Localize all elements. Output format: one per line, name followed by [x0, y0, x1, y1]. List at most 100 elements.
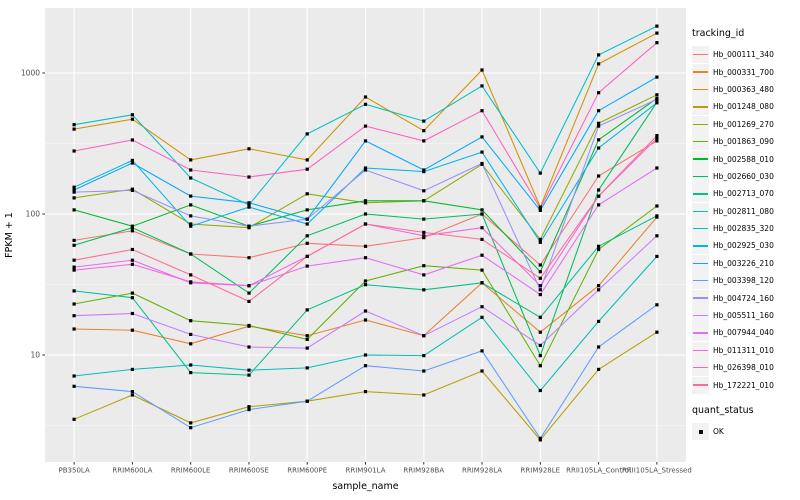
data-point — [538, 284, 542, 288]
data-point — [189, 214, 193, 218]
legend-key-line-icon — [692, 98, 709, 116]
data-point — [363, 222, 368, 226]
legend-line-swatch — [693, 245, 708, 247]
data-point — [305, 346, 309, 350]
legend-item-Hb_002713_070: Hb_002713_070 — [692, 185, 798, 203]
data-point — [72, 188, 76, 192]
data-point — [305, 399, 309, 403]
data-point — [597, 188, 601, 192]
data-point — [480, 253, 484, 257]
legend-key-line-icon — [692, 324, 709, 342]
x-tick-label: RRIM928LE — [521, 467, 561, 475]
data-point — [305, 264, 309, 268]
quant-status-legend: quant_status OK — [692, 405, 798, 440]
data-point — [422, 369, 426, 373]
legend-key-line-icon — [692, 115, 709, 133]
data-point — [247, 405, 251, 409]
data-point — [189, 363, 193, 367]
legend-key-line-icon — [692, 254, 709, 272]
data-point — [247, 256, 251, 260]
legend-label: Hb_000111_340 — [713, 50, 774, 60]
data-point — [130, 367, 134, 371]
data-point — [363, 139, 368, 143]
data-point — [130, 113, 134, 117]
data-point — [422, 264, 426, 268]
data-point — [72, 190, 76, 194]
data-point — [597, 244, 601, 248]
legend-label: Hb_004724_160 — [713, 293, 774, 303]
data-point — [189, 273, 193, 277]
data-point — [655, 139, 659, 143]
data-point — [480, 369, 484, 373]
legend-line-swatch — [693, 71, 708, 73]
data-point — [655, 75, 659, 79]
data-point — [130, 161, 134, 165]
legend-line-swatch — [693, 384, 708, 386]
data-point — [72, 243, 76, 247]
data-point — [305, 308, 309, 312]
data-point — [655, 97, 659, 101]
legend-line-swatch — [693, 314, 708, 317]
data-point — [305, 366, 309, 370]
data-point — [655, 214, 659, 218]
legend-line-swatch — [693, 140, 708, 143]
data-point — [189, 194, 193, 198]
data-point — [130, 226, 134, 230]
legend-item-Hb_000331_700: Hb_000331_700 — [692, 63, 798, 81]
data-point — [538, 436, 542, 440]
data-point — [597, 109, 601, 113]
x-tick-label: RRII105LA_Stressed — [622, 467, 692, 475]
data-point — [247, 201, 251, 205]
legend-key-line-icon — [692, 220, 709, 238]
data-point — [72, 196, 76, 200]
data-point — [538, 276, 542, 280]
data-point — [130, 296, 134, 300]
data-point — [305, 167, 309, 171]
data-point — [363, 279, 368, 283]
data-point — [305, 217, 309, 221]
data-point — [189, 421, 193, 425]
data-point — [130, 258, 134, 262]
data-point — [597, 174, 601, 178]
y-axis-title: FPKM + 1 — [4, 212, 15, 258]
legend-key-line-icon — [692, 376, 709, 394]
data-point — [655, 41, 659, 45]
data-point — [305, 241, 309, 245]
data-point — [247, 368, 251, 372]
data-point — [130, 229, 134, 233]
data-point — [480, 150, 484, 154]
legend-item-Hb_004724_160: Hb_004724_160 — [692, 289, 798, 307]
data-point — [422, 354, 426, 358]
legend-line-swatch — [693, 280, 708, 282]
x-tick-label: RRIM600LE — [171, 467, 211, 475]
legend-key-line-icon — [692, 289, 709, 307]
legend-label: Hb_000363_480 — [713, 84, 774, 94]
legend-line-swatch — [693, 123, 708, 125]
x-tick-label: RRIM600PE — [287, 467, 327, 475]
data-point — [130, 247, 134, 252]
data-point — [189, 332, 193, 336]
data-point — [72, 268, 76, 272]
data-point — [130, 262, 134, 266]
data-point — [480, 208, 484, 212]
x-tick-label: RRIM928LA — [462, 467, 502, 475]
legend-key-line-icon — [692, 237, 709, 255]
data-point — [480, 349, 484, 353]
data-point — [655, 101, 659, 105]
legend-line-swatch — [693, 349, 708, 352]
data-point — [130, 291, 134, 295]
data-point — [422, 288, 426, 292]
legend-item-Hb_005511_160: Hb_005511_160 — [692, 307, 798, 325]
x-tick-label: RRIM901LA — [345, 467, 385, 475]
data-point — [597, 247, 601, 252]
data-point — [363, 168, 368, 172]
legend-label: Hb_007944_040 — [713, 328, 774, 338]
data-point — [363, 364, 368, 368]
data-point — [480, 237, 484, 241]
data-point — [655, 136, 659, 140]
data-point — [597, 124, 601, 128]
x-tick-label: RRIM600LA — [112, 467, 152, 475]
data-point — [305, 132, 309, 136]
data-point — [247, 373, 251, 377]
data-point — [72, 374, 76, 378]
